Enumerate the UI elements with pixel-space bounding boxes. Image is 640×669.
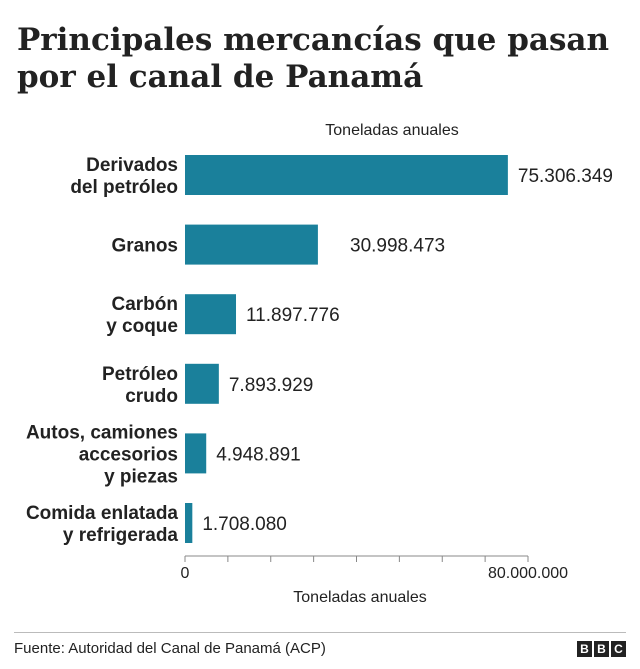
chart-title-line-2: por el canal de Panamá	[17, 59, 424, 95]
bar	[185, 224, 318, 265]
value-label: 30.998.473	[350, 236, 445, 257]
category-label-line: Comida enlatada	[26, 503, 178, 524]
bar	[185, 294, 237, 335]
value-label: 11.897.776	[246, 305, 340, 326]
bar	[185, 503, 193, 543]
category-label: Carbón y coque	[106, 294, 178, 337]
bbc-logo-letter: B	[594, 641, 609, 657]
category-label-line: y refrigerada	[63, 525, 179, 546]
bbc-logo-letter: B	[577, 641, 592, 657]
x-tick-label: 0	[181, 565, 190, 582]
chart-title: Principales mercancías que pasan por el …	[17, 22, 617, 96]
category-label-line: accesorios	[79, 444, 178, 465]
source-note: Fuente: Autoridad del Canal de Panamá (A…	[14, 640, 326, 657]
value-label: 1.708.080	[202, 514, 287, 535]
value-label: 75.306.349	[518, 166, 613, 187]
bar	[185, 155, 508, 195]
category-label: Derivados del petróleo	[70, 155, 178, 198]
category-label-line: Derivados	[86, 155, 178, 176]
category-label: Comida enlatada y refrigerada	[26, 503, 178, 546]
bar	[185, 433, 207, 474]
category-label: Petróleo crudo	[102, 364, 178, 407]
footer-divider	[14, 632, 626, 633]
value-label: 7.893.929	[229, 375, 314, 396]
category-label-line: crudo	[125, 386, 178, 407]
top-unit-label: Toneladas anuales	[325, 122, 458, 139]
category-label: Autos, camiones accesorios y piezas	[26, 422, 178, 487]
value-label: 4.948.891	[216, 444, 301, 465]
x-tick-label: 80.000.000	[488, 565, 568, 582]
category-label: Granos	[111, 236, 178, 257]
chart-title-line-1: Principales mercancías que pasan	[17, 22, 610, 58]
bar-chart: Toneladas anuales 75.306.349 Derivados del …	[26, 122, 613, 606]
x-axis-title: Toneladas anuales	[293, 589, 426, 606]
category-label-line: Autos, camiones	[26, 422, 178, 443]
bbc-logo: B B C	[577, 641, 626, 657]
category-label-line: Carbón	[112, 294, 179, 315]
category-label-line: y piezas	[104, 466, 178, 487]
category-label-line: Petróleo	[102, 364, 178, 385]
bar	[185, 363, 219, 404]
bbc-logo-letter: C	[611, 641, 626, 657]
category-label-line: del petróleo	[70, 177, 178, 198]
category-label-line: y coque	[106, 316, 178, 337]
category-label-line: Granos	[111, 236, 178, 257]
